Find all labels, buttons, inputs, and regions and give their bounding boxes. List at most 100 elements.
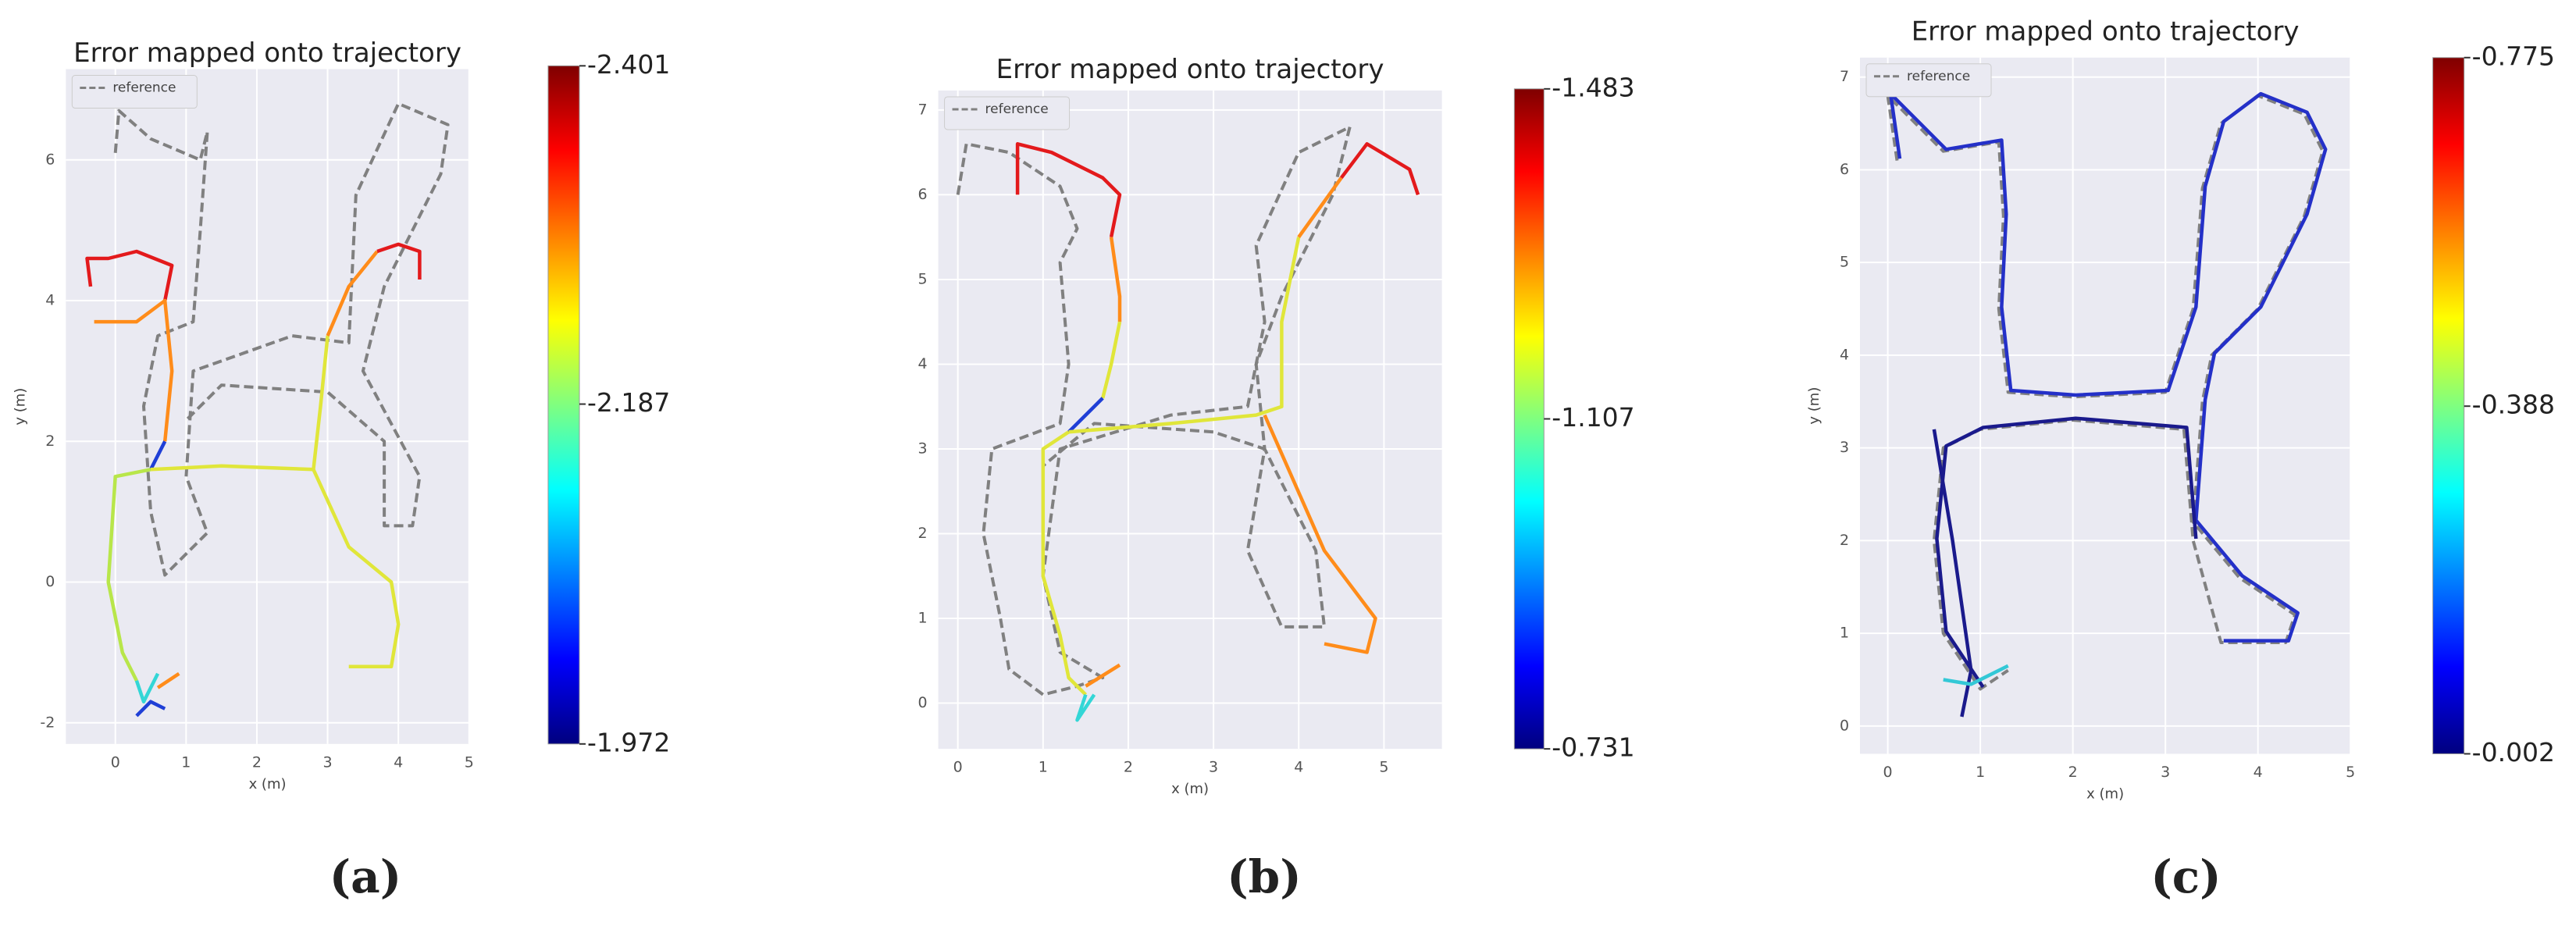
trajectory-line	[1340, 142, 1420, 196]
panel-caption: (c)	[2150, 850, 2221, 903]
x-tick-label: 4	[394, 753, 403, 771]
x-tick-label: 0	[111, 753, 120, 771]
trajectory-line	[134, 672, 160, 703]
colorbar	[1513, 88, 1545, 750]
trajectory-line	[1109, 237, 1122, 322]
x-tick-label: 0	[953, 759, 963, 776]
trajectory-line	[1015, 142, 1122, 238]
y-tick-label: 7	[1840, 68, 1849, 85]
trajectory-line	[1067, 397, 1104, 433]
trajectory-line	[135, 700, 166, 718]
y-tick-label: 3	[917, 440, 927, 457]
x-tick-label: 3	[323, 753, 333, 771]
trajectory-line	[1888, 91, 2328, 643]
x-axis-label: x (m)	[2086, 785, 2124, 802]
colorbar-label: -0.731	[1552, 732, 1634, 763]
y-tick-label: 6	[1840, 161, 1849, 178]
trajectory-line	[106, 468, 151, 682]
x-tick-label: 1	[1976, 764, 1985, 781]
y-tick-label: 6	[917, 186, 927, 203]
trajectory-line	[1101, 321, 1122, 399]
y-tick-label: 6	[45, 151, 55, 168]
colorbar-label: -2.401	[587, 49, 670, 80]
trajectory-line	[1943, 664, 2009, 686]
colorbar-label: -1.483	[1552, 72, 1634, 102]
y-tick-label: 5	[1840, 254, 1849, 271]
colorbar-label: -2.187	[587, 387, 670, 418]
y-tick-label: -2	[40, 714, 55, 731]
trajectory-line	[1075, 693, 1096, 722]
trajectory-line	[156, 671, 180, 689]
x-tick-label: 0	[1883, 764, 1893, 781]
panel-caption: (a)	[330, 850, 401, 903]
colorbar-label: -1.972	[587, 727, 670, 757]
y-tick-label: 7	[917, 101, 927, 118]
chart-title: Error mapped onto trajectory	[1912, 16, 2300, 48]
x-tick-label: 5	[1379, 759, 1388, 776]
trajectory-line	[1085, 663, 1121, 688]
trajectory-line	[94, 298, 174, 442]
x-axis-label: x (m)	[1171, 781, 1209, 797]
y-tick-label: 2	[917, 525, 927, 542]
chart-title: Error mapped onto trajectory	[996, 54, 1384, 85]
reference-line	[113, 102, 450, 577]
trajectory-line	[376, 242, 422, 280]
trajectory-line	[312, 468, 401, 668]
x-tick-label: 2	[252, 753, 262, 771]
panel-caption: (b)	[1227, 850, 1301, 903]
y-tick-label: 0	[917, 694, 927, 711]
y-axis-label: y (m)	[12, 388, 28, 426]
x-tick-label: 3	[1209, 759, 1218, 776]
y-tick-label: 4	[1840, 346, 1849, 363]
chart-title: Error mapped onto trajectory	[73, 37, 461, 69]
y-tick-label: 2	[1840, 532, 1849, 549]
y-tick-label: 4	[45, 292, 55, 309]
legend-box	[71, 75, 198, 109]
x-tick-label: 5	[2346, 764, 2355, 781]
y-tick-label: 0	[45, 573, 55, 590]
trajectory-line	[1935, 416, 2198, 689]
x-tick-label: 2	[1124, 759, 1133, 776]
trajectory-line	[85, 249, 174, 301]
trajectory-line	[1068, 237, 1301, 434]
reference-line	[1886, 94, 2325, 691]
trajectory-line	[148, 440, 167, 471]
x-tick-label: 1	[181, 753, 191, 771]
colorbar-label: -0.002	[2472, 737, 2555, 768]
x-axis-label: x (m)	[249, 776, 287, 792]
y-tick-label: 0	[1840, 717, 1849, 734]
trajectory-line	[1297, 176, 1343, 239]
legend-box	[944, 96, 1071, 130]
x-tick-label: 4	[1294, 759, 1303, 776]
legend-label: reference	[112, 80, 176, 96]
x-tick-label: 2	[2068, 764, 2078, 781]
y-tick-label: 1	[1840, 625, 1849, 642]
colorbar	[2432, 57, 2465, 754]
y-tick-label: 3	[1840, 439, 1849, 456]
plot-area	[66, 69, 469, 744]
x-tick-label: 5	[465, 753, 474, 771]
y-tick-label: 5	[917, 270, 927, 287]
y-tick-label: 1	[917, 610, 927, 627]
x-tick-label: 1	[1039, 759, 1048, 776]
x-tick-label: 3	[2161, 764, 2170, 781]
colorbar-label: -0.388	[2472, 390, 2555, 420]
legend-label: reference	[1907, 69, 1970, 84]
trajectory-line	[1932, 429, 1973, 718]
colorbar-label: -1.107	[1552, 402, 1634, 433]
legend-label: reference	[985, 102, 1049, 117]
legend-box	[1865, 63, 1992, 98]
trajectory-line	[1041, 430, 1087, 696]
y-tick-label: 2	[45, 433, 55, 450]
x-tick-label: 4	[2254, 764, 2263, 781]
trajectory-line	[1263, 414, 1377, 654]
colorbar-label: -0.775	[2472, 41, 2555, 71]
y-axis-label: y (m)	[1806, 387, 1822, 425]
plot-area	[938, 90, 1442, 750]
reference-line	[956, 125, 1352, 696]
colorbar	[547, 65, 580, 745]
plot-area	[1860, 57, 2351, 754]
y-tick-label: 4	[917, 355, 927, 372]
trajectory-line	[326, 250, 379, 337]
